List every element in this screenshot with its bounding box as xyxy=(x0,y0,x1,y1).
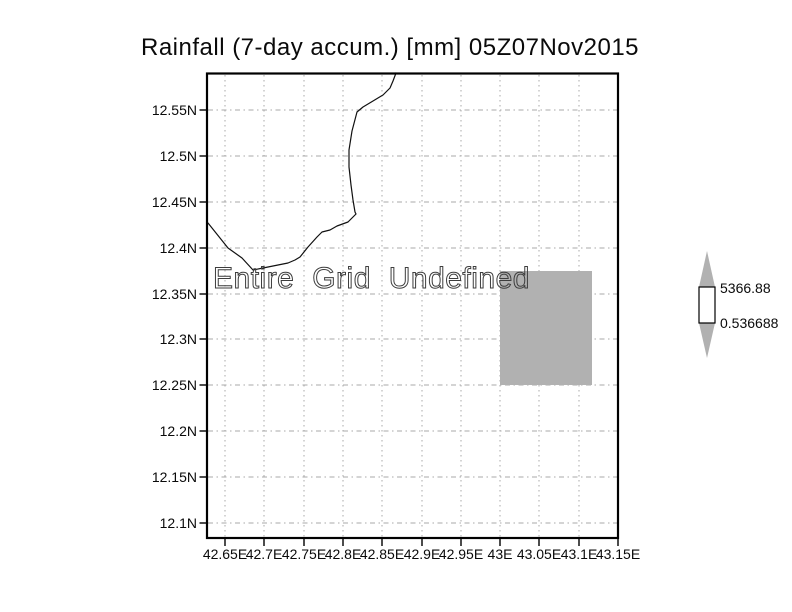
x-tick-label: 42.65E xyxy=(203,546,247,562)
x-tick-label: 42.9E xyxy=(404,546,441,562)
x-tick-label: 42.95E xyxy=(439,546,483,562)
coastline xyxy=(207,72,397,271)
x-tick-label: 43E xyxy=(488,546,513,562)
y-tick-label: 12.55N xyxy=(152,102,197,118)
plot-title: Rainfall (7-day accum.) [mm] 05Z07Nov201… xyxy=(140,34,640,61)
y-tick-label: 12.5N xyxy=(160,148,197,164)
undefined-grid-message: Entire Grid Undefined xyxy=(213,262,531,296)
y-tick-label: 12.35N xyxy=(152,286,197,302)
x-tick-label: 42.8E xyxy=(325,546,362,562)
x-axis-ticks xyxy=(224,539,619,546)
colorbar-segment xyxy=(698,286,716,324)
x-tick-label: 42.75E xyxy=(282,546,326,562)
colorbar: 5366.88 0.536688 xyxy=(698,251,779,358)
x-tick-label: 43.05E xyxy=(517,546,561,562)
y-tick-label: 12.45N xyxy=(152,194,197,210)
x-tick-label: 43.1E xyxy=(561,546,598,562)
y-tick-label: 12.15N xyxy=(152,469,197,485)
y-tick-label: 12.4N xyxy=(160,240,197,256)
colorbar-lower-arrow xyxy=(699,323,715,358)
y-tick-label: 12.25N xyxy=(152,377,197,393)
y-axis-ticks xyxy=(199,109,207,524)
colorbar-min-value: 0.536688 xyxy=(720,315,779,331)
y-tick-label: 12.3N xyxy=(160,331,197,347)
colorbar-upper-arrow xyxy=(699,251,715,287)
x-tick-label: 43.15E xyxy=(596,546,640,562)
y-tick-label: 12.1N xyxy=(160,515,197,531)
colorbar-max-value: 5366.88 xyxy=(720,280,771,296)
y-axis-labels: 12.55N 12.5N 12.45N 12.4N 12.35N 12.3N 1… xyxy=(152,102,197,531)
shaded-data-cell xyxy=(500,271,592,385)
map-frame xyxy=(205,72,620,540)
y-tick-label: 12.2N xyxy=(160,423,197,439)
x-axis-labels: 42.65E 42.7E 42.75E 42.8E 42.85E 42.9E 4… xyxy=(203,546,640,562)
x-tick-label: 42.7E xyxy=(246,546,283,562)
x-tick-label: 42.85E xyxy=(360,546,404,562)
